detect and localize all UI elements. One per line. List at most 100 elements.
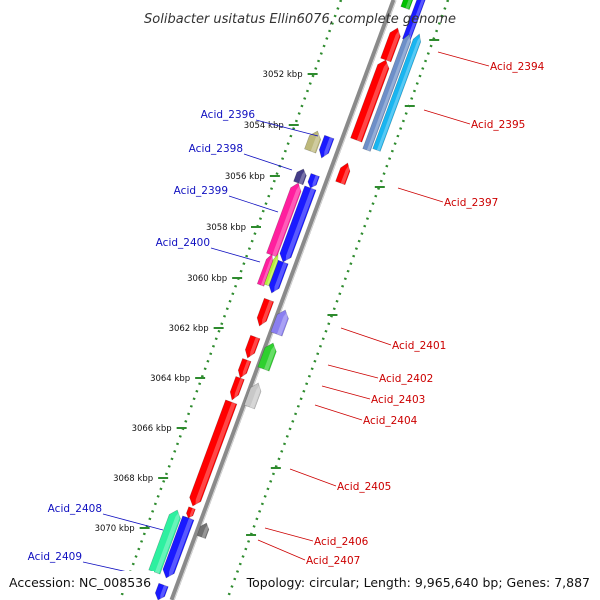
gene-arrow-shine xyxy=(276,310,288,336)
gene-label-acid-2401[interactable]: Acid_2401 xyxy=(392,340,446,352)
genome-backbone xyxy=(169,0,397,600)
gene-arrow-shape xyxy=(279,185,317,263)
gene-arrow-shape xyxy=(243,382,262,410)
gene-arrow-shape xyxy=(186,506,196,519)
gene-arrow-shine xyxy=(189,508,195,519)
gene-arrow[interactable] xyxy=(372,33,423,152)
leader-line xyxy=(314,404,363,421)
gene-arrow-shine xyxy=(160,585,168,600)
gene-arrow-shine xyxy=(233,378,244,401)
leader-line xyxy=(289,468,337,487)
gene-arrow[interactable] xyxy=(153,582,169,600)
gene-label-acid-2406[interactable]: Acid_2406 xyxy=(314,536,369,548)
leader-line xyxy=(321,385,371,400)
gene-arrow[interactable] xyxy=(243,334,261,359)
leader-line xyxy=(102,513,164,531)
gene-label-acid-2402[interactable]: Acid_2402 xyxy=(379,373,433,385)
gene-arrow[interactable] xyxy=(277,185,317,264)
kbp-label: 3052 kbp xyxy=(263,70,303,80)
gene-label-acid-2398[interactable]: Acid_2398 xyxy=(189,143,243,155)
gene-arrow-shine xyxy=(323,137,334,159)
gene-arrow-shape xyxy=(400,0,414,10)
gene-arrow-shine xyxy=(201,523,209,539)
gene-label-acid-2404[interactable]: Acid_2404 xyxy=(363,415,418,427)
gene-label-acid-2408[interactable]: Acid_2408 xyxy=(48,503,102,515)
gene-arrow[interactable] xyxy=(362,33,413,152)
gene-arrow[interactable] xyxy=(293,167,309,186)
gene-arrow-shine xyxy=(272,183,301,257)
kbp-ticks xyxy=(139,39,440,536)
gene-arrow[interactable] xyxy=(263,253,280,287)
gene-label-acid-2409[interactable]: Acid_2409 xyxy=(28,551,82,563)
kbp-label: 3058 kbp xyxy=(206,223,246,233)
gene-arrow-shape xyxy=(362,33,412,152)
gene-arrow-shine xyxy=(312,175,319,189)
gene-arrow[interactable] xyxy=(350,58,392,143)
gene-arrow[interactable] xyxy=(402,0,428,42)
gene-arrow[interactable] xyxy=(196,521,211,539)
gene-arrow[interactable] xyxy=(266,181,303,258)
gene-arrow-shine xyxy=(285,188,315,263)
gene-arrow[interactable] xyxy=(255,297,275,327)
gene-label-acid-2395[interactable]: Acid_2395 xyxy=(471,119,525,131)
gene-arrow[interactable] xyxy=(400,0,416,10)
gene-arrow[interactable] xyxy=(304,129,324,154)
gene-arrow-shape xyxy=(256,297,275,327)
gene-arrow[interactable] xyxy=(266,259,289,295)
gene-arrow-shape xyxy=(237,358,252,379)
gene-arrow[interactable] xyxy=(317,134,335,159)
kbp-label: 3062 kbp xyxy=(169,324,209,334)
gene-label-acid-2396[interactable]: Acid_2396 xyxy=(201,109,256,121)
kbp-labels: 3052 kbp 3054 kbp 3056 kbp 3058 kbp 3060 kbp… xyxy=(95,70,303,534)
gene-arrow-shape xyxy=(402,0,427,42)
gene-arrow-shine xyxy=(154,510,180,574)
leader-line xyxy=(243,153,293,171)
gene-arrow-shape xyxy=(350,59,390,143)
gene-label-acid-2399[interactable]: Acid_2399 xyxy=(174,185,228,197)
gene-arrow-shine xyxy=(366,34,412,152)
kbp-label: 3064 kbp xyxy=(150,374,190,384)
gene-arrow-shape xyxy=(229,376,245,401)
gene-arrow[interactable] xyxy=(161,515,195,580)
gene-arrow[interactable] xyxy=(257,341,279,372)
backbone-highlight xyxy=(173,0,397,600)
gene-arrow-shape xyxy=(380,27,401,63)
gene-arrow-shape xyxy=(189,399,238,507)
gene-arrow-shine xyxy=(249,383,261,409)
gene-label-acid-2407[interactable]: Acid_2407 xyxy=(306,555,360,567)
gene-arrow[interactable] xyxy=(236,358,252,379)
gene-label-acid-2405[interactable]: Acid_2405 xyxy=(337,481,391,493)
gene-labels: Acid_2396 Acid_2398 Acid_2399 Acid_2400 Acid… xyxy=(28,61,545,567)
gene-arrow-shine xyxy=(340,163,350,185)
gene-arrow-shine xyxy=(298,169,306,185)
gene-label-acid-2397[interactable]: Acid_2397 xyxy=(444,197,498,209)
gene-arrow[interactable] xyxy=(335,161,353,186)
kbp-label: 3060 kbp xyxy=(187,274,227,284)
gene-arrow[interactable] xyxy=(228,376,245,401)
gene-arrow[interactable] xyxy=(148,508,183,575)
gene-arrow-shape xyxy=(318,134,335,159)
gene-arrow-shine xyxy=(266,254,280,286)
gene-label-acid-2394[interactable]: Acid_2394 xyxy=(490,61,545,73)
leader-line xyxy=(257,539,306,561)
gene-arrow-shape xyxy=(162,515,195,579)
gene-arrow-shine xyxy=(406,0,427,42)
gene-arrow-shine xyxy=(386,28,400,62)
gene-arrow-shine xyxy=(310,131,321,153)
kbp-label: 3070 kbp xyxy=(95,524,135,534)
gene-arrow-shine xyxy=(273,262,288,294)
gene-arrow[interactable] xyxy=(187,399,238,508)
gene-arrow[interactable] xyxy=(270,308,291,337)
leader-line xyxy=(264,527,314,542)
leader-line xyxy=(228,195,279,213)
gene-arrow-shape xyxy=(268,259,289,294)
gene-arrow-shine xyxy=(405,0,414,10)
gene-arrow[interactable] xyxy=(306,173,320,189)
gene-label-acid-2403[interactable]: Acid_2403 xyxy=(371,394,425,406)
gene-arrow[interactable] xyxy=(380,26,403,63)
inner-track-dotted xyxy=(118,0,343,600)
gene-arrow[interactable] xyxy=(243,381,263,410)
gene-arrow[interactable] xyxy=(185,506,196,519)
gene-label-acid-2400[interactable]: Acid_2400 xyxy=(156,237,210,249)
